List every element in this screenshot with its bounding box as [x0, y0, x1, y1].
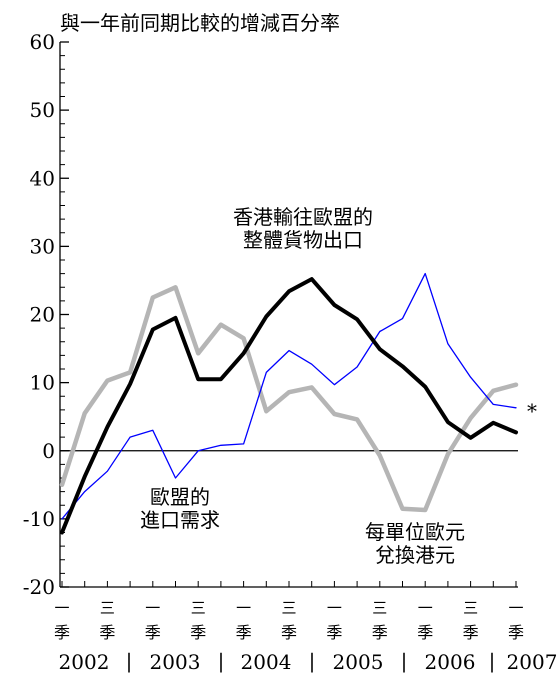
chart-subtitle: 與一年前同期比較的增減百分率 [60, 11, 340, 35]
year-separator: | [126, 649, 133, 673]
x-season-label: 季 [236, 623, 252, 642]
y-tick-label: -10 [23, 507, 55, 531]
y-tick-label: 10 [30, 371, 55, 395]
x-season-label: 季 [54, 623, 70, 642]
series-label-0: 整體貨物出口 [243, 228, 363, 252]
y-tick-label: 50 [30, 98, 55, 122]
y-tick-label: 20 [30, 303, 55, 327]
x-quarter-label: 三 [100, 599, 115, 617]
year-separator: | [401, 649, 408, 673]
x-season-label: 季 [326, 623, 342, 642]
series-line-2 [59, 285, 519, 513]
y-tick-label: 30 [30, 234, 55, 258]
x-season-label: 季 [281, 623, 297, 642]
x-year-label: 2005 [333, 650, 384, 673]
y-tick-label: 0 [42, 439, 55, 463]
x-year-label: 2002 [59, 650, 110, 673]
series-lines [59, 272, 519, 535]
x-quarter-label: 一 [508, 599, 523, 617]
x-season-label: 季 [463, 623, 479, 642]
x-season-label: 季 [508, 623, 524, 642]
x-quarter-label: 一 [327, 599, 342, 617]
x-year-label: 2006 [425, 650, 476, 673]
x-season-label: 季 [372, 623, 388, 642]
y-axis: -20 -10 0 10 20 30 40 50 60 [23, 30, 518, 599]
year-separator: | [489, 649, 496, 673]
x-quarter-label: 三 [281, 599, 296, 617]
x-quarter-label: 三 [463, 599, 478, 617]
x-quarter-label: 一 [145, 599, 160, 617]
x-quarter-label: 一 [54, 599, 69, 617]
x-season-label: 季 [99, 623, 115, 642]
year-separator: | [218, 649, 225, 673]
x-season-label: 季 [417, 623, 433, 642]
x-year-label: 2007 [507, 650, 558, 673]
series-label-2: 每單位歐元 [365, 520, 465, 544]
x-quarter-label: 三 [372, 599, 387, 617]
y-tick-label: 60 [30, 30, 55, 54]
x-year-label: 2004 [241, 650, 292, 673]
series-label-2: 兌換港元 [375, 543, 455, 567]
series-line-0 [60, 277, 518, 535]
x-season-label: 季 [190, 623, 206, 642]
series-label-1: 進口需求 [140, 508, 220, 532]
series-line-1 [61, 272, 517, 520]
x-quarter-label: 一 [236, 599, 251, 617]
series-label-0: 香港輸往歐盟的 [233, 205, 373, 229]
series-label-1: 歐盟的 [150, 485, 210, 509]
x-year-label: 2003 [150, 650, 201, 673]
x-season-label: 季 [145, 623, 161, 642]
y-tick-label: -20 [23, 575, 55, 599]
year-separator: | [309, 649, 316, 673]
y-tick-label: 40 [30, 166, 55, 190]
series-annotations: 香港輸往歐盟的整體貨物出口歐盟的進口需求每單位歐元兌換港元 * [140, 205, 537, 567]
x-quarter-label: 一 [418, 599, 433, 617]
asterisk-note: * [527, 399, 537, 423]
x-quarter-label: 三 [191, 599, 206, 617]
